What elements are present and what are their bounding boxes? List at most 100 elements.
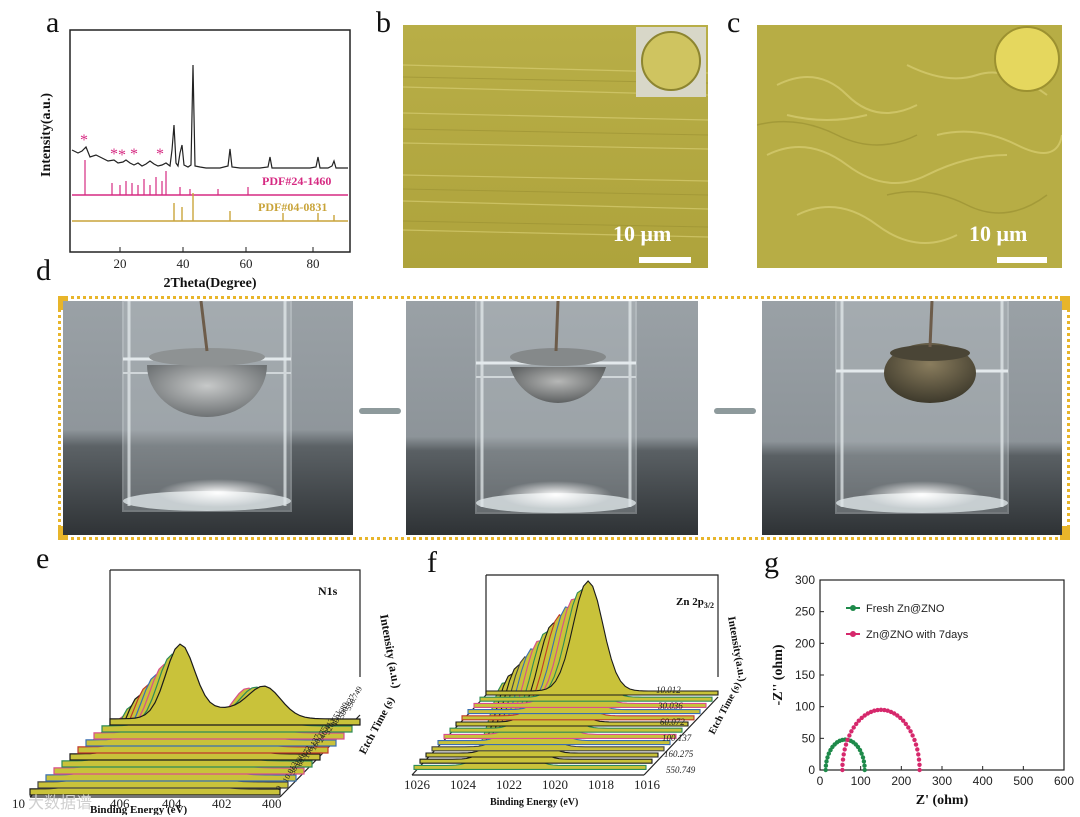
eis-ytick-label-5: 250 [795,605,815,619]
eis-point-1-7 [847,733,852,738]
eis-point-1-23 [895,713,900,718]
xrd-star-3: * [130,146,138,163]
eis-ytick-label-2: 100 [795,700,815,714]
eis-point-1-20 [885,708,890,713]
eis-ytick-label-1: 50 [802,731,816,745]
eis-point-1-0 [840,767,845,773]
eis-point-1-31 [913,742,919,747]
xrd-ref2-sticks [173,193,335,221]
panel-label-g: g [764,546,779,579]
eis-point-1-15 [868,709,874,715]
eis-point-1-35 [917,762,922,767]
eis-point-1-32 [915,747,920,752]
zn2p-xtick-1: 1024 [450,777,477,792]
eis-point-1-34 [916,757,922,762]
n1s-etch-tick-0: 0 [274,784,284,792]
n1s-xtick-3: 402 [212,796,232,811]
eis-ytick-label-6: 300 [795,573,815,587]
eis-point-0-18 [859,751,864,756]
zn2p-xtick-3: 1020 [542,777,568,792]
eis-legend-label-1: Zn@ZNO with 7days [866,629,969,641]
xrd-star-4: * [156,146,164,163]
eis-point-1-9 [851,725,856,730]
photo-beaker-3 [762,301,1062,535]
eis-point-1-12 [859,715,864,721]
eis-point-0-19 [860,755,866,760]
eis-ytick-label-3: 150 [795,668,815,682]
n1s-xtick-2: 404 [162,796,182,811]
sem-bare-zn-texture [403,25,708,268]
zn2p-xtick-4: 1018 [588,777,614,792]
eis-xtick-label-6: 600 [1054,774,1074,788]
eis-legend-label-0: Fresh Zn@ZNO [866,603,945,615]
xrd-star-1: * [110,146,118,163]
eis-point-1-30 [912,737,917,743]
zn2p-etch-tick-1: 30.036 [657,701,683,711]
eis-legend: Fresh Zn@ZNO Zn@ZNO with 7days [846,603,969,641]
eis-point-1-4 [842,747,847,752]
n1s-xtick-4: 400 [262,796,282,811]
n1s-xtick-0: 10 [12,796,25,811]
xrd-chart: Intensity(a.u.) 20 40 60 80 2Theta(Degre… [39,29,351,290]
eis-point-1-1 [840,762,845,767]
frame-corner-tr [1060,296,1070,310]
eis-axes: 0 100 200 300 400 500 600 0 50 100 150 200 250 300 [795,573,1074,788]
zn2p-xtick-5: 1016 [634,777,661,792]
eis-xtick-label-2: 200 [891,774,911,788]
eis-point-0-2 [824,759,829,764]
eis-point-0-0 [823,767,828,773]
eis-ytick-label-0: 0 [808,763,815,777]
xrd-star-0: * [80,132,88,149]
zn2p-spectrum-0 [485,580,719,696]
arrow-right-icon-2 [714,408,756,414]
photo-sequence-frame [58,296,1070,540]
eis-point-1-29 [910,733,915,738]
n1s-label: N1s [318,584,338,598]
eis-point-0-20 [861,759,867,764]
n1s-spectra-stack [29,643,361,796]
zn2p-etch-tick-3: 100.137 [662,733,692,743]
eis-xtick-label-5: 500 [1013,774,1033,788]
eis-point-0-4 [826,751,831,756]
eis-point-0-3 [825,755,830,760]
sem-image-bare-zn: 10 μm [403,25,708,268]
zn2p-etch-tick-0: 10.012 [656,685,681,695]
eis-point-0-22 [862,767,867,773]
xrd-ref1-label: PDF#24-1460 [262,174,331,188]
xrd-ylabel: Intensity(a.u.) [39,93,54,177]
eis-xtick-label-4: 400 [973,774,993,788]
xrd-ref2-label: PDF#04-0831 [258,200,327,214]
eis-point-1-19 [882,707,887,713]
eis-point-0-17 [857,747,863,753]
arrow-right-icon-1 [359,408,401,414]
eis-xtick-label-1: 100 [851,774,871,788]
eis-point-1-24 [898,715,903,721]
eis-point-1-27 [906,725,911,730]
zn2p-etch-tick-4: 160.275 [664,749,694,759]
sem-c-scale-bar [997,257,1047,263]
panel-label-d: d [36,254,51,287]
eis-point-1-25 [901,718,906,723]
eis-xtick-label-0: 0 [817,774,824,788]
eis-point-1-2 [840,757,846,762]
eis-point-1-17 [875,707,880,713]
xps-n1s-3d-chart: N1s Intensity (a.u.) Etch Time (s) 10 40… [12,569,404,815]
n1s-xtick-1: 406 [110,796,130,811]
eis-legend-marker-1 [850,631,856,637]
zn2p-label: Zn 2p3/2 [676,596,714,610]
n1s-xlabel: Binding Energy (eV) [90,804,188,815]
xrd-frame [69,29,351,253]
xrd-xtick-3: 80 [307,256,320,271]
eis-series [823,707,922,773]
xrd-xtick-1: 40 [177,256,190,271]
eis-legend-marker-0 [850,605,856,611]
panel-label-c: c [727,6,741,39]
eis-point-1-10 [854,721,859,727]
zn2p-etch-tick-5: 550.749 [666,765,696,775]
xrd-ref1-sticks [84,160,249,195]
eis-point-1-36 [917,767,922,773]
sem-b-scale-text: 10 μm [613,221,672,246]
zn2p-frame-right [643,696,719,776]
sem-image-coated-zn: 10 μm [757,25,1062,268]
eis-ytick-label-4: 200 [795,636,815,650]
